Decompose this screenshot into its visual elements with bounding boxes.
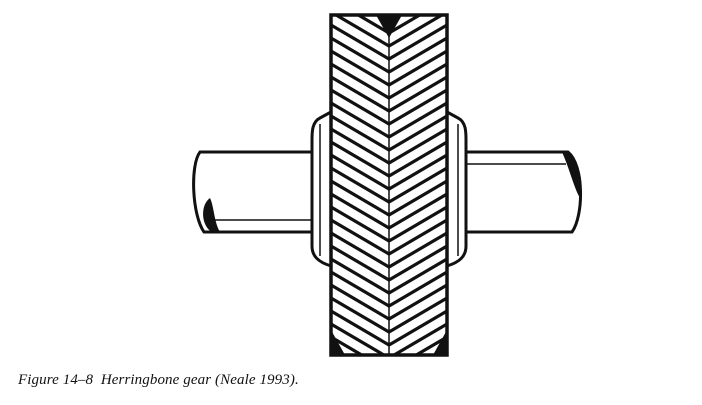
tooth-line — [331, 363, 447, 370]
bottom-left-corner-shading — [331, 330, 345, 355]
bottom-right-corner-shading — [433, 330, 447, 355]
tooth-line — [331, 0, 447, 7]
figure-caption: Figure 14–8 Herringbone gear (Neale 1993… — [18, 372, 299, 389]
left-shaft — [192, 150, 318, 234]
caption-text: Herringbone gear (Neale 1993). — [100, 372, 299, 388]
right-shaft — [460, 150, 582, 234]
gear-outline — [329, 13, 449, 357]
herringbone-gear-figure — [192, 0, 582, 370]
tooth-line — [331, 322, 447, 355]
left-hub — [310, 109, 333, 269]
gear-body — [329, 0, 449, 370]
caption-label: Figure 14–8 — [18, 372, 94, 388]
right-shaft-end-shading — [562, 152, 582, 198]
right-hub — [445, 109, 468, 269]
tooth-line — [331, 335, 447, 355]
left-shaft-end-shading — [203, 198, 220, 232]
